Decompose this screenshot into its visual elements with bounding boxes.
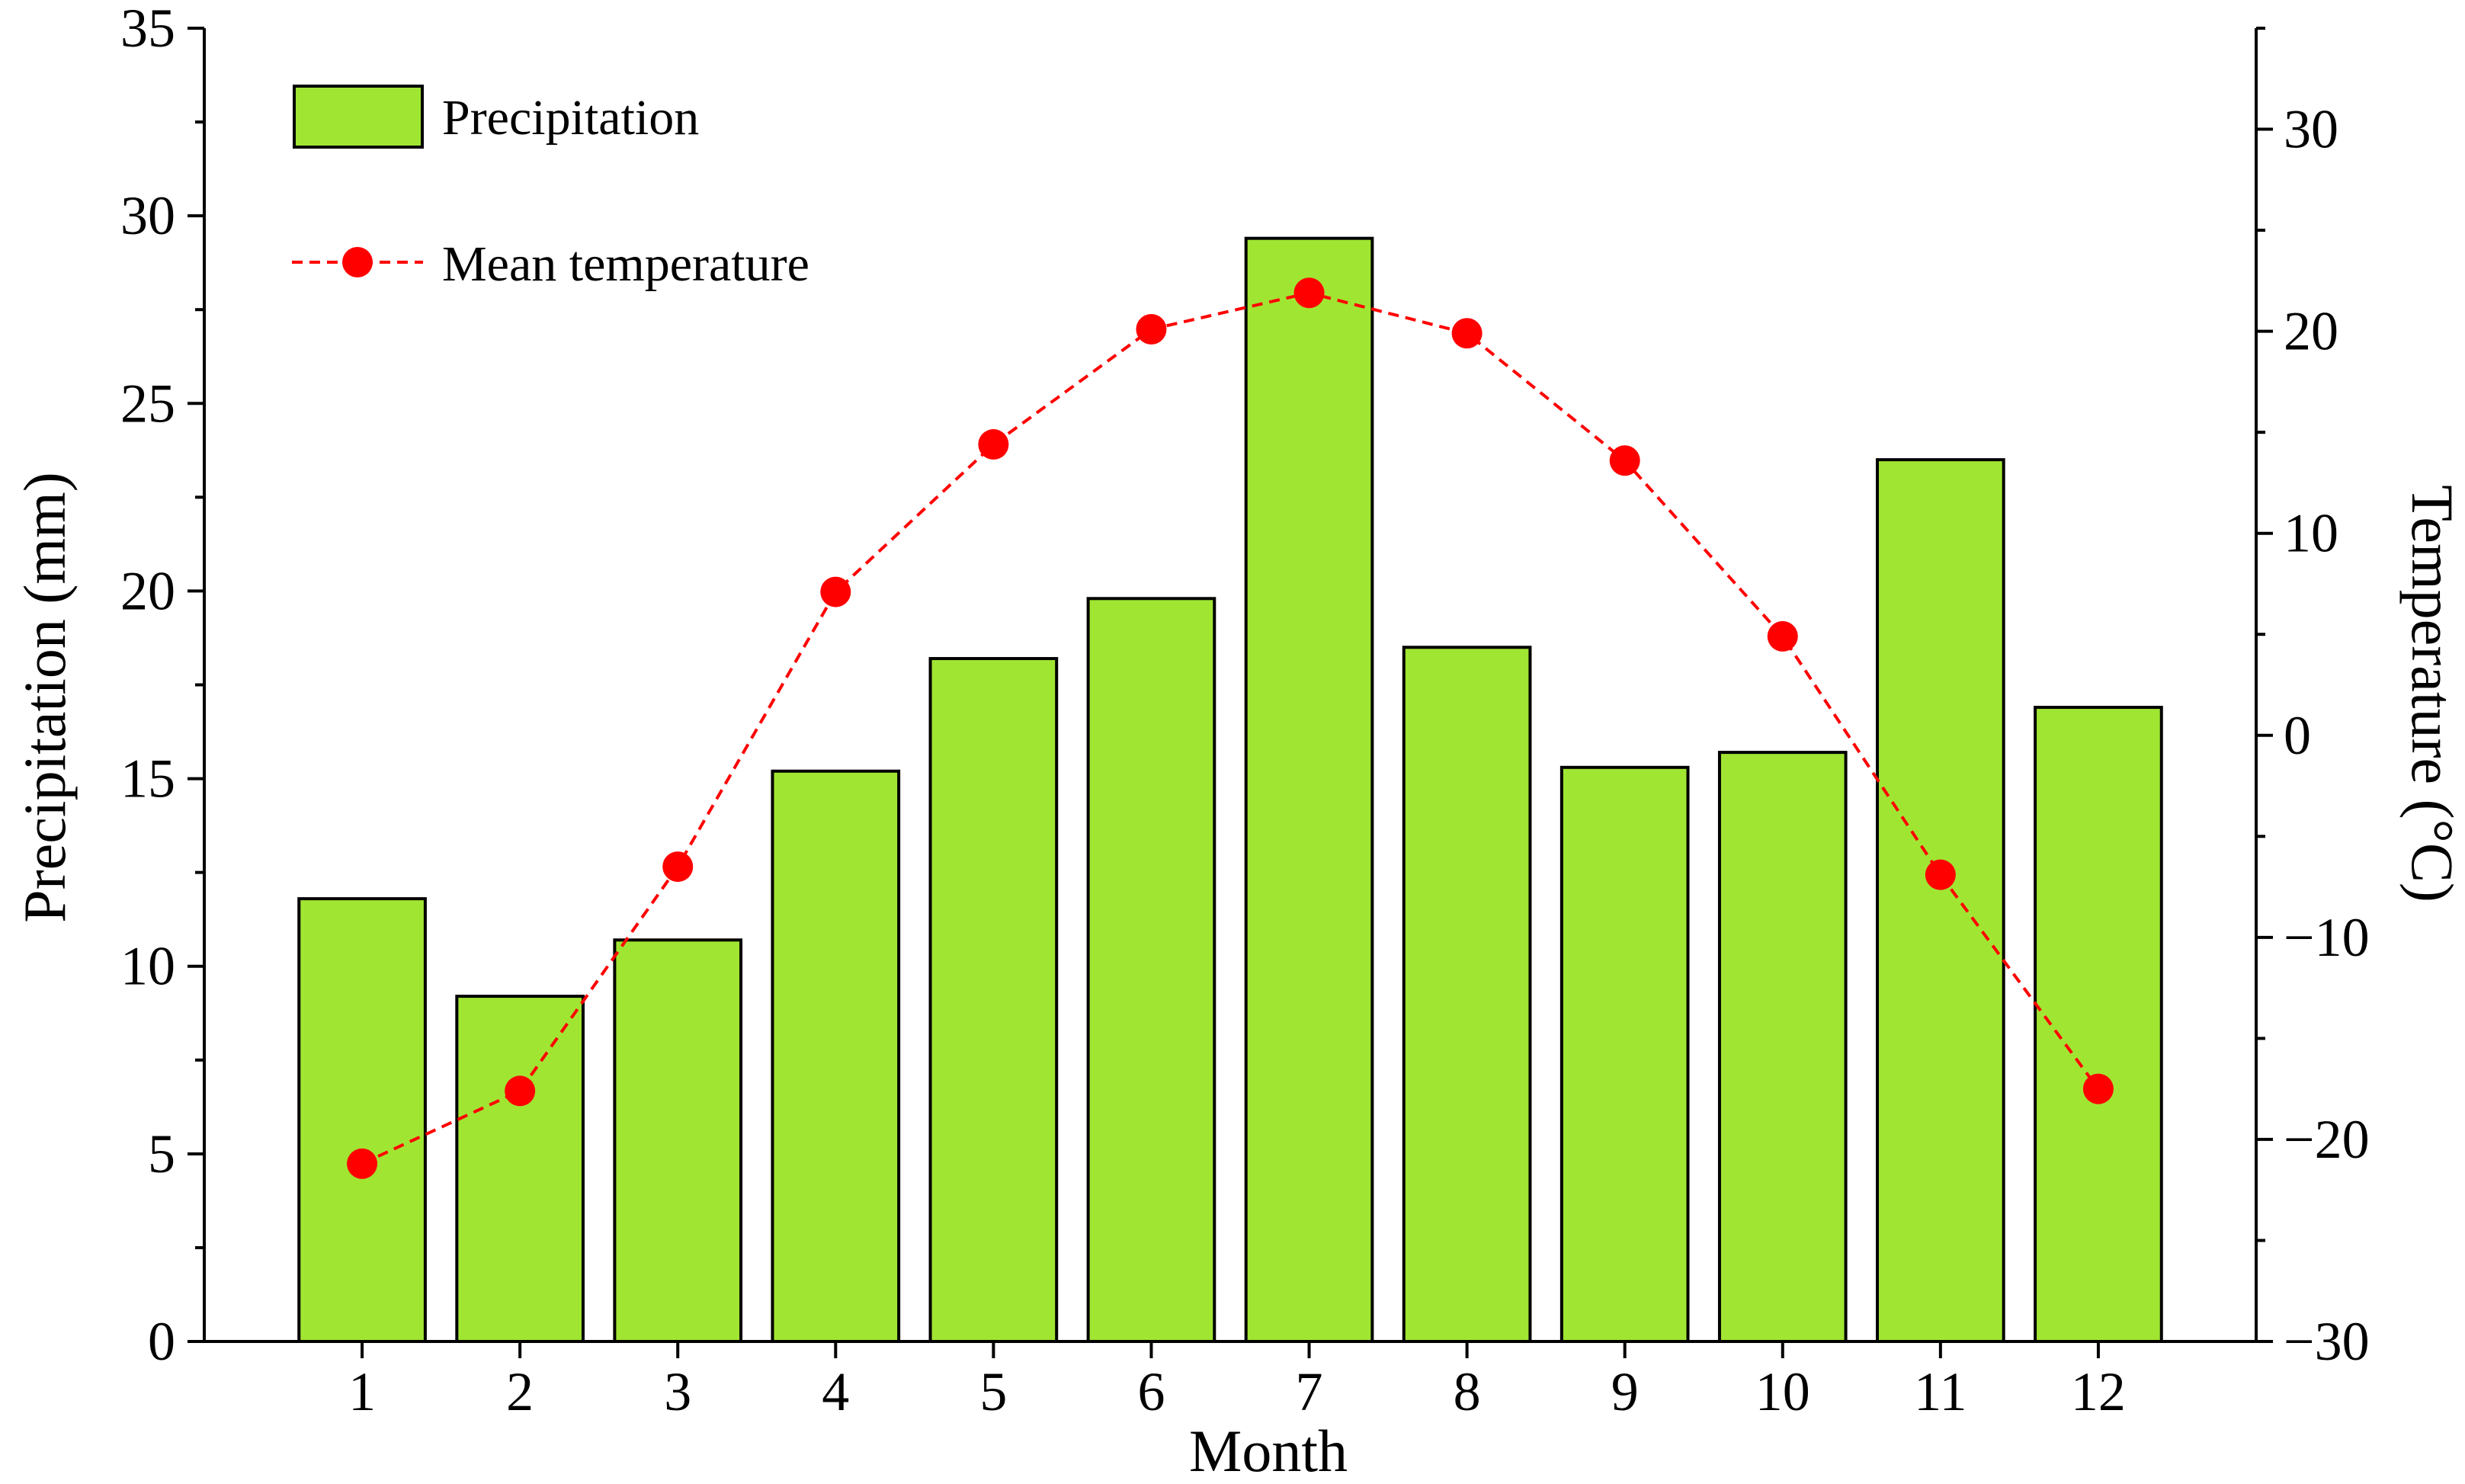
y2-tick-label: 10	[2284, 503, 2338, 564]
y2-tick-label: 0	[2284, 705, 2311, 766]
temperature-point-2	[505, 1075, 536, 1107]
precip-bar-3	[613, 938, 743, 1343]
temperature-line-layer	[347, 277, 2114, 1179]
x-tick-label: 7	[1296, 1361, 1323, 1422]
precip-bar-11	[1876, 458, 2005, 1344]
temperature-point-1	[347, 1148, 378, 1179]
temperature-point-8	[1451, 318, 1483, 349]
x-tick-label: 2	[506, 1361, 534, 1422]
bars-layer	[297, 236, 2163, 1344]
y-tick-label: 0	[148, 1311, 175, 1372]
y-tick-label: 35	[120, 0, 175, 59]
y2-tick-label: −20	[2284, 1109, 2370, 1170]
x-tick-label: 10	[1755, 1361, 1810, 1422]
temperature-point-12	[2082, 1073, 2114, 1104]
y-tick-label: 10	[120, 936, 175, 997]
y-tick-label: 25	[120, 373, 175, 434]
temperature-point-7	[1293, 277, 1325, 309]
legend-temperature-marker	[342, 247, 373, 277]
precip-bar-6	[1086, 597, 1216, 1343]
temperature-point-6	[1136, 313, 1167, 345]
precip-bar-4	[771, 769, 901, 1343]
y2-tick-label: −30	[2284, 1311, 2370, 1372]
temperature-point-5	[978, 429, 1009, 460]
x-tick-label: 6	[1137, 1361, 1165, 1422]
precip-bar-9	[1559, 765, 1690, 1343]
y-axis-title: Precipitation (mm)	[11, 472, 78, 922]
x-tick-label: 12	[2071, 1361, 2126, 1422]
x-tick-label: 3	[664, 1361, 691, 1422]
legend-precipitation-label: Precipitation	[442, 90, 699, 146]
precip-bar-5	[928, 657, 1059, 1343]
y2-axis-title: Temperature (°C)	[2399, 485, 2465, 902]
y2-tick-label: −10	[2284, 907, 2370, 968]
temperature-point-9	[1609, 445, 1640, 476]
legend-precipitation-swatch	[293, 85, 424, 149]
x-tick-label: 4	[822, 1361, 849, 1422]
temperature-point-11	[1925, 859, 1956, 890]
x-tick-label: 1	[348, 1361, 376, 1422]
x-tick-label: 9	[1611, 1361, 1639, 1422]
precip-bar-2	[455, 995, 585, 1344]
y-tick-label: 30	[120, 185, 175, 246]
x-tick-label: 5	[979, 1361, 1007, 1422]
legend: Precipitation Mean temperature	[292, 85, 809, 292]
x-axis-title: Month	[1189, 1418, 1348, 1484]
y-tick-label: 15	[120, 748, 175, 809]
precip-bar-8	[1402, 646, 1532, 1343]
axes-layer	[188, 27, 2273, 1358]
precip-bar-1	[297, 897, 427, 1344]
precip-bar-12	[2034, 706, 2163, 1343]
y2-tick-label: 20	[2284, 301, 2338, 362]
x-tick-label: 11	[1914, 1361, 1967, 1422]
precip-bar-10	[1717, 751, 1848, 1343]
temperature-line	[361, 291, 2100, 1165]
x-tick-label: 8	[1454, 1361, 1481, 1422]
y-tick-label: 20	[120, 560, 175, 621]
temperature-point-3	[662, 851, 694, 883]
legend-temperature-label: Mean temperature	[442, 236, 809, 292]
y2-tick-label: 30	[2284, 99, 2338, 160]
temperature-point-4	[820, 576, 851, 607]
temperature-point-10	[1767, 620, 1798, 652]
precip-bar-7	[1244, 236, 1374, 1343]
y-tick-label: 5	[148, 1123, 175, 1184]
